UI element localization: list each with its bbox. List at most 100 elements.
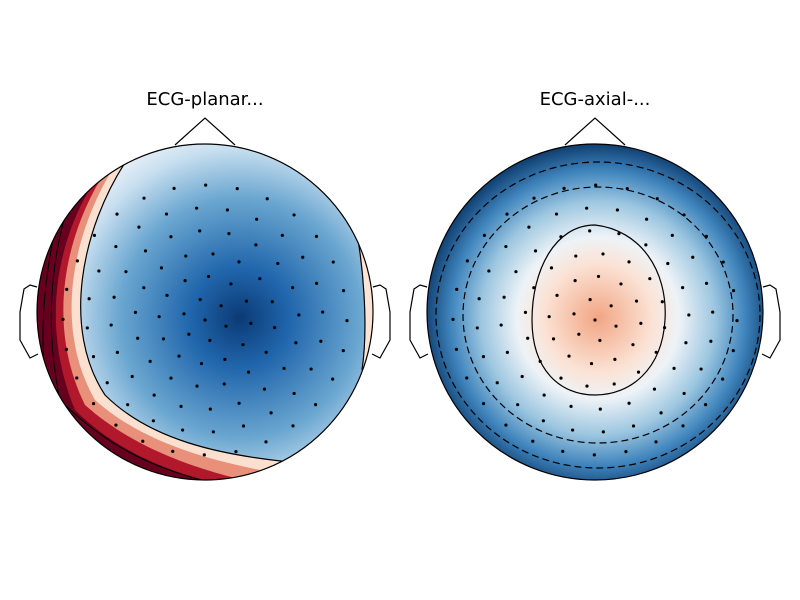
sensor: [64, 347, 69, 351]
sensor: [187, 332, 191, 336]
sensor: [148, 359, 152, 363]
sensor: [97, 269, 101, 273]
sensor: [91, 355, 96, 359]
sensor: [321, 310, 325, 314]
sensor: [691, 255, 695, 259]
sensor: [65, 287, 69, 291]
sensor: [533, 249, 538, 253]
sensor: [241, 343, 245, 347]
sensor: [625, 187, 629, 191]
sensor: [85, 326, 89, 330]
sensor: [570, 428, 575, 432]
sensor: [255, 217, 259, 221]
sensor: [254, 243, 258, 247]
sensor: [244, 299, 249, 303]
sensor: [735, 319, 739, 323]
sensor: [169, 376, 173, 380]
sensor: [561, 449, 565, 453]
sensor: [314, 281, 319, 285]
sensor: [481, 355, 486, 359]
sensor: [569, 404, 573, 408]
sensor: [227, 232, 231, 236]
sensor: [731, 349, 735, 353]
sensor: [577, 332, 581, 336]
sensor: [531, 439, 535, 443]
sensor: [164, 212, 169, 216]
sensor: [532, 286, 536, 290]
sensor: [105, 381, 109, 385]
topomap-right: ECG-axial-...: [409, 89, 781, 481]
sensor: [592, 453, 596, 457]
sensor: [258, 277, 262, 281]
sensor: [91, 402, 96, 406]
sensor: [114, 244, 118, 249]
sensor: [195, 384, 199, 388]
sensor: [341, 349, 345, 353]
sensor: [562, 186, 566, 190]
sensor: [199, 361, 204, 366]
sensor: [126, 403, 130, 407]
sensor: [652, 387, 657, 391]
sensor: [198, 298, 202, 302]
sensor: [165, 293, 169, 297]
sensor: [262, 387, 267, 391]
sensor: [157, 315, 161, 319]
sensor: [294, 341, 298, 345]
sensor: [593, 318, 597, 322]
sensor: [475, 326, 479, 330]
sensor: [169, 235, 173, 239]
sensor: [115, 212, 119, 216]
sensor: [670, 233, 674, 237]
sensor: [180, 428, 185, 432]
sensor: [229, 282, 233, 286]
sensor: [666, 261, 670, 266]
topomap-left: ECG-planar...: [19, 89, 391, 481]
sensor: [654, 350, 658, 354]
sensor: [331, 260, 335, 264]
sensor: [223, 357, 227, 362]
sensor: [614, 324, 618, 328]
sensor: [704, 281, 709, 285]
sensor: [487, 269, 491, 273]
sensor: [703, 403, 708, 407]
sensor: [588, 229, 592, 233]
sensor: [130, 374, 134, 379]
sensor: [627, 260, 631, 264]
sensor: [309, 367, 313, 371]
sensor: [589, 361, 594, 366]
sensor: [451, 317, 455, 321]
sensor: [516, 403, 520, 407]
sensor: [682, 213, 686, 217]
sensor: [203, 318, 207, 322]
sensor: [526, 336, 530, 340]
sensor: [573, 278, 577, 283]
sensor: [523, 310, 528, 314]
sensor: [292, 213, 296, 217]
sensor: [514, 270, 518, 274]
sensor: [619, 282, 623, 286]
sensor: [276, 261, 280, 266]
sensor: [161, 337, 166, 341]
sensor: [655, 197, 659, 201]
sensor: [137, 225, 141, 229]
sensor: [596, 274, 601, 279]
sensor: [624, 450, 628, 454]
sensor: [495, 381, 499, 385]
sensor: [711, 310, 715, 314]
sensor: [687, 313, 691, 317]
sensor: [542, 393, 546, 397]
sensor: [179, 404, 183, 408]
sensor: [465, 259, 469, 263]
sensors: [61, 183, 349, 457]
sensor: [182, 312, 186, 316]
sensor: [92, 233, 97, 237]
sensor: [61, 317, 65, 321]
sensor: [114, 423, 118, 427]
sensor: [136, 336, 140, 340]
sensor: [601, 252, 605, 256]
sensor: [151, 419, 155, 423]
sensor: [721, 377, 725, 381]
sensor: [270, 300, 274, 304]
sensor: [159, 266, 164, 270]
sensor: [699, 367, 703, 371]
